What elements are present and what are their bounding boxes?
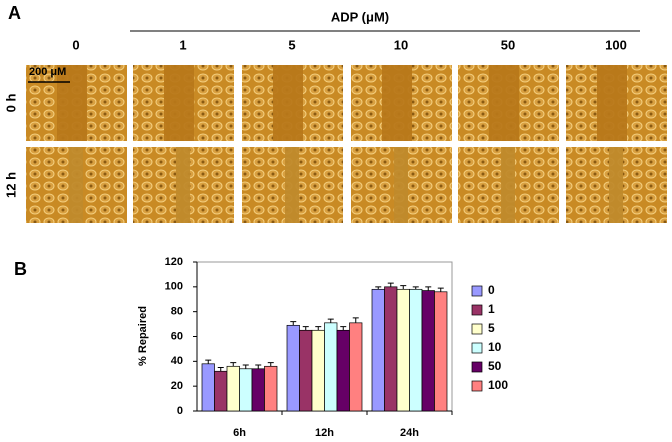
image-grid: 0 1 5 10 50 100 0 h 12 h 200 μM (3, 37, 667, 223)
bar (286, 324, 300, 412)
wound-gap (273, 65, 303, 141)
wound-gap (176, 147, 190, 223)
bar-chart: B % Repaired 0 20 40 60 80 100 120 6h 12h 24h 0 1 5 1… (14, 256, 508, 439)
legend-label: 0 (488, 283, 495, 297)
bar (409, 288, 423, 412)
y-tick-label: 100 (165, 281, 183, 293)
wound-gap (609, 147, 623, 223)
legend-swatch (471, 323, 483, 335)
bar (251, 368, 265, 412)
bar (239, 368, 253, 412)
error-bar (217, 367, 224, 372)
error-bar (425, 286, 432, 291)
error-bar (352, 317, 359, 323)
y-tick-label: 80 (171, 306, 183, 318)
error-bar (387, 282, 394, 287)
error-bar (205, 359, 212, 364)
wound-gap (597, 65, 627, 141)
bar (214, 370, 228, 412)
bar (324, 322, 338, 412)
wound-gap (69, 147, 83, 223)
legend-swatch (471, 361, 483, 373)
row-label: 12 h (3, 172, 18, 198)
bar (349, 322, 363, 412)
x-tick-label: 12h (315, 427, 334, 439)
bar (264, 365, 278, 412)
legend-label: 100 (488, 378, 508, 392)
bar (311, 329, 325, 412)
wound-gap (57, 65, 87, 141)
column-label: 0 (72, 37, 79, 52)
treatment-label: ADP (μM) (331, 9, 389, 24)
legend-label: 50 (488, 359, 502, 373)
wound-gap (285, 147, 299, 223)
bar (201, 363, 215, 412)
legend-label: 1 (488, 302, 495, 316)
y-tick-label: 120 (165, 256, 183, 268)
bar (299, 329, 313, 412)
error-bar (242, 364, 249, 369)
row-label: 0 h (3, 94, 18, 113)
error-bar (230, 362, 237, 367)
scale-bar-label: 200 μM (29, 66, 66, 78)
column-label: 100 (605, 37, 627, 52)
column-label: 50 (501, 37, 515, 52)
wound-gap (489, 65, 519, 141)
error-bar (267, 362, 274, 367)
legend-swatch (471, 285, 483, 297)
bar (396, 288, 410, 412)
error-bar (412, 286, 419, 290)
error-bar (437, 287, 444, 292)
bar (336, 329, 350, 412)
wound-gap (382, 65, 412, 141)
panel-label: A (8, 3, 21, 23)
error-bar (327, 318, 334, 323)
legend-swatch (471, 304, 483, 316)
y-tick-label: 0 (177, 405, 183, 417)
y-axis-label: % Repaired (137, 306, 149, 366)
legend-swatch (471, 380, 483, 392)
panel-label: B (14, 259, 27, 279)
wound-gap (164, 65, 194, 141)
y-tick-label: 20 (171, 380, 183, 392)
bar (434, 291, 448, 412)
error-bar (255, 364, 262, 369)
error-bar (340, 326, 347, 331)
wound-gap (394, 147, 408, 223)
legend-swatch (471, 342, 483, 354)
column-label: 1 (179, 37, 186, 52)
bar (384, 286, 398, 412)
bar (371, 288, 385, 412)
wound-gap (501, 147, 515, 223)
x-tick-label: 6h (233, 427, 246, 439)
bar (421, 290, 435, 412)
x-tick-label: 24h (400, 427, 419, 439)
column-label: 10 (394, 37, 408, 52)
error-bar (375, 286, 382, 290)
legend-label: 5 (488, 321, 495, 335)
legend-label: 10 (488, 340, 502, 354)
error-bar (315, 326, 322, 331)
error-bar (290, 321, 297, 326)
error-bar (302, 326, 309, 331)
bar (226, 365, 240, 412)
y-tick-label: 40 (171, 355, 183, 367)
y-tick-label: 60 (171, 330, 183, 342)
error-bar (400, 285, 407, 290)
column-label: 5 (288, 37, 295, 52)
